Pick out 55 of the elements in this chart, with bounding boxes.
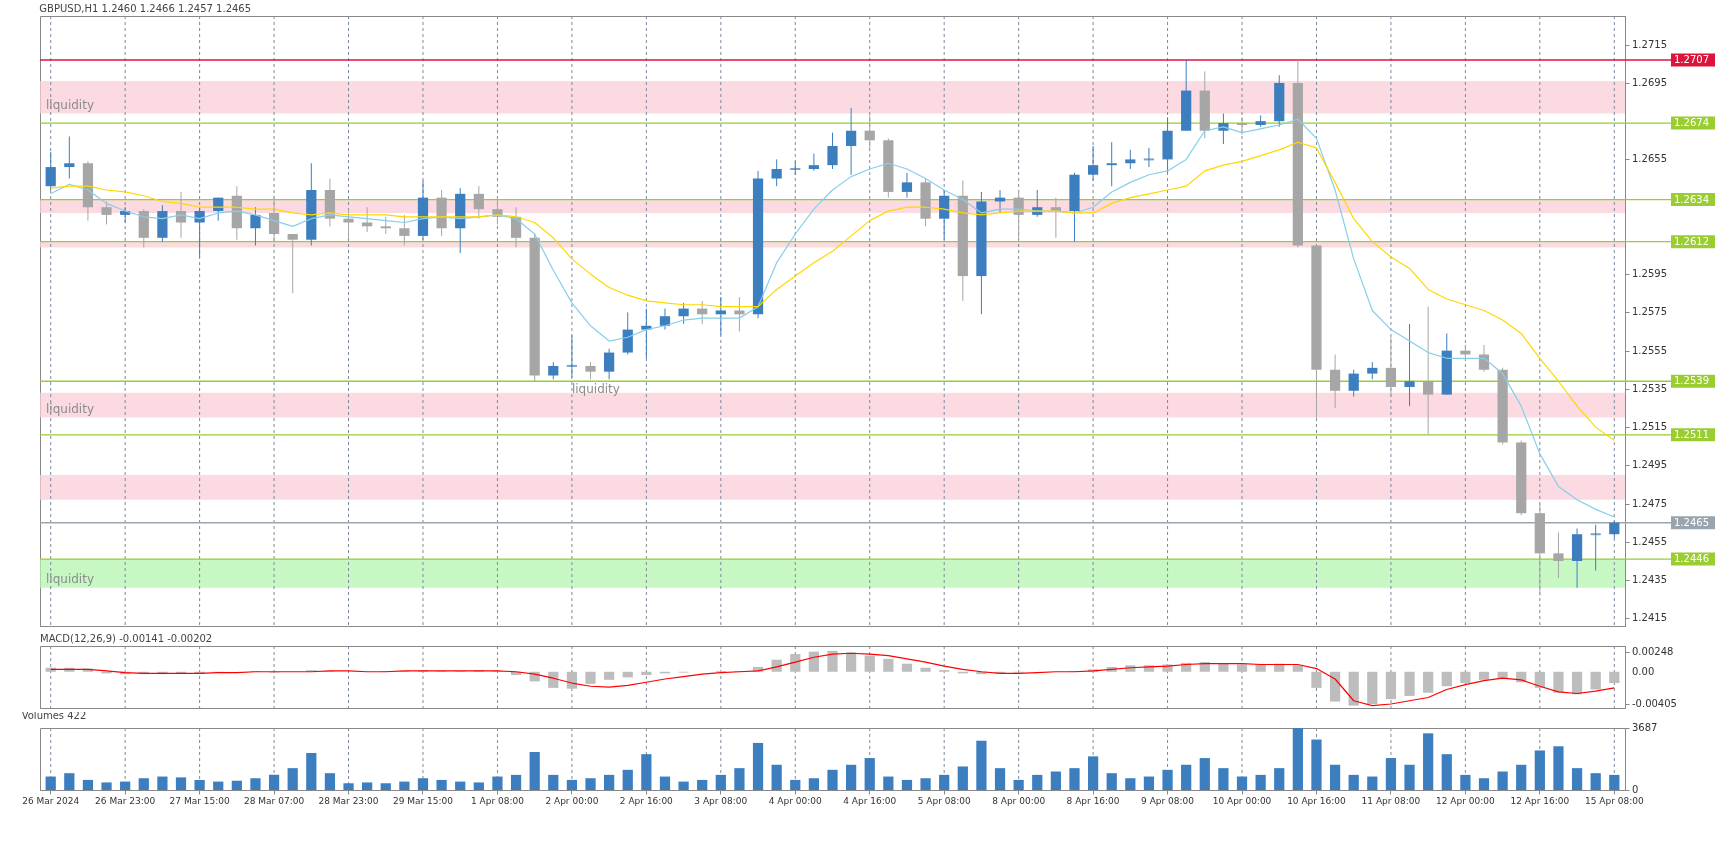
x-tick-label: 27 Mar 15:00 bbox=[169, 795, 230, 806]
x-tick-label: 29 Mar 15:00 bbox=[392, 795, 454, 806]
x-tick-label: 10 Apr 00:00 bbox=[1212, 795, 1272, 806]
ref-line-label: 1.2511 bbox=[1674, 428, 1709, 440]
x-tick-label: 2 Apr 16:00 bbox=[619, 795, 674, 806]
y-tick-label: 1.2555 bbox=[1632, 344, 1667, 356]
x-tick-label: 28 Mar 23:00 bbox=[318, 795, 379, 806]
x-tick-label: 3 Apr 08:00 bbox=[694, 795, 748, 806]
ref-line-label: 1.2539 bbox=[1674, 375, 1709, 387]
x-tick-label: 15 Apr 08:00 bbox=[1584, 795, 1644, 806]
y-tick-label: 1.2655 bbox=[1632, 153, 1667, 165]
y-tick-label: 1.2495 bbox=[1632, 459, 1667, 471]
y-tick-label: 0.00 bbox=[1632, 665, 1655, 677]
x-tick-label: 8 Apr 00:00 bbox=[992, 795, 1046, 806]
x-tick-label: 4 Apr 16:00 bbox=[843, 795, 897, 806]
y-tick-label: 1.2475 bbox=[1632, 497, 1667, 509]
y-tick-label: 1.2455 bbox=[1632, 535, 1667, 547]
x-tick-label: 12 Apr 00:00 bbox=[1436, 795, 1495, 806]
annotation: liquidity bbox=[571, 381, 620, 396]
ref-line-label: 1.2674 bbox=[1674, 117, 1709, 129]
x-tick-label: 10 Apr 16:00 bbox=[1287, 795, 1347, 806]
ref-line-label: 1.2707 bbox=[1674, 53, 1709, 65]
ref-line-label: 1.2446 bbox=[1674, 553, 1709, 565]
y-tick-label: 1.2535 bbox=[1632, 382, 1667, 394]
ref-line-label: 1.2612 bbox=[1674, 235, 1709, 247]
band-label: liquidity bbox=[46, 571, 94, 586]
x-tick-label: 9 Apr 08:00 bbox=[1141, 795, 1195, 806]
x-tick-label: 11 Apr 08:00 bbox=[1361, 795, 1421, 806]
y-tick-label: 1.2415 bbox=[1632, 612, 1667, 624]
x-tick-label: 28 Mar 07:00 bbox=[244, 795, 305, 806]
y-tick-label: 3687 bbox=[1632, 722, 1658, 733]
x-tick-label: 2 Apr 00:00 bbox=[545, 795, 599, 806]
chart-title: Volumes 422 bbox=[21, 710, 87, 721]
chart-title: GBPUSD,H1 1.2460 1.2466 1.2457 1.2465 bbox=[39, 2, 252, 14]
y-tick-label: 1.2435 bbox=[1632, 574, 1667, 586]
ref-line-label: 1.2634 bbox=[1674, 193, 1709, 205]
y-tick-label: 0 bbox=[1632, 784, 1639, 795]
x-tick-label: 5 Apr 08:00 bbox=[917, 795, 971, 806]
y-tick-label: 1.2575 bbox=[1632, 306, 1667, 318]
band-label: liquidity bbox=[46, 97, 94, 112]
y-tick-label: 1.2695 bbox=[1632, 76, 1667, 88]
y-tick-label: 1.2715 bbox=[1632, 38, 1667, 50]
x-tick-label: 1 Apr 08:00 bbox=[470, 795, 525, 806]
band-label: liquidity bbox=[46, 401, 94, 416]
x-tick-label: 26 Mar 23:00 bbox=[95, 795, 156, 806]
x-tick-label: 12 Apr 16:00 bbox=[1510, 795, 1570, 806]
y-tick-label: -0.00405 bbox=[1632, 698, 1677, 710]
x-tick-label: 4 Apr 00:00 bbox=[768, 795, 823, 806]
ref-line-label: 1.2465 bbox=[1674, 516, 1709, 528]
x-tick-label: 26 Mar 2024 bbox=[22, 795, 80, 806]
x-tick-label: 8 Apr 16:00 bbox=[1066, 795, 1120, 806]
y-tick-label: 0.00248 bbox=[1632, 645, 1674, 657]
y-tick-label: 1.2515 bbox=[1632, 421, 1667, 433]
chart-title: MACD(12,26,9) -0.00141 -0.00202 bbox=[40, 632, 213, 644]
y-tick-label: 1.2595 bbox=[1632, 268, 1667, 280]
